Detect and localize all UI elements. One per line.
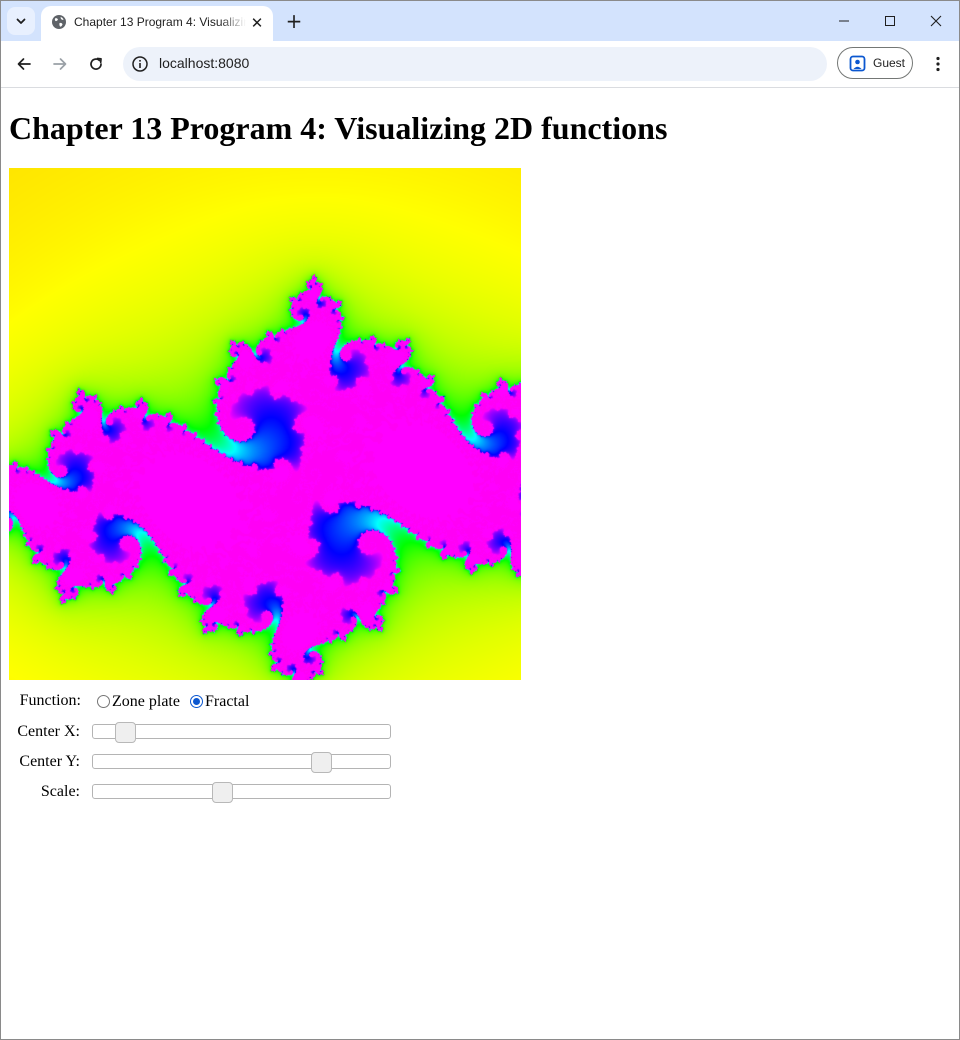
new-tab-button[interactable]: + [285,9,303,33]
scale-slider[interactable] [92,782,391,803]
tab-strip: Chapter 13 Program 4: Visualizing 2D fun… [1,1,959,41]
center-x-slider-thumb[interactable] [115,722,136,743]
browser-menu-button[interactable] [927,50,949,78]
active-tab[interactable]: Chapter 13 Program 4: Visualizing 2D fun… [41,6,273,41]
forward-button[interactable] [46,50,74,78]
scale-label: Scale: [40,783,80,800]
url-text[interactable]: localhost:8080 [159,55,250,71]
center-x-label: Center X: [17,723,80,740]
tab-title: Chapter 13 Program 4: Visualizing 2D fun… [74,15,246,29]
address-bar[interactable]: localhost:8080 [123,47,827,81]
center-x-slider[interactable] [92,722,391,743]
globe-icon [52,15,66,29]
radio-fractal[interactable] [190,695,203,708]
scale-slider-thumb[interactable] [212,782,233,803]
page-title: Chapter 13 Program 4: Visualizing 2D fun… [9,110,668,146]
function-label: Function: [19,692,81,709]
maximize-button[interactable] [867,1,913,41]
browser-toolbar: localhost:8080 Guest [1,41,959,88]
info-icon[interactable] [131,55,149,73]
page-content: Chapter 13 Program 4: Visualizing 2D fun… [1,88,959,1039]
reload-button[interactable] [82,50,110,78]
center-y-slider-thumb[interactable] [311,752,332,773]
zone-plate-label[interactable]: Zone plate [112,693,180,710]
profile-label: Guest [873,56,906,70]
back-button[interactable] [10,50,38,78]
center-y-slider[interactable] [92,752,391,773]
chevron-down-icon [16,18,26,24]
close-icon [930,15,942,27]
arrow-right-icon [53,58,67,70]
reload-icon [90,57,102,70]
arrow-left-icon [17,58,31,70]
profile-button[interactable]: Guest [837,47,913,79]
center-y-label: Center Y: [19,753,80,770]
kebab-menu-icon [936,56,940,72]
minimize-icon [839,20,849,22]
maximize-icon [885,16,895,26]
profile-icon [849,55,866,72]
fractal-label[interactable]: Fractal [205,693,250,710]
fractal-canvas [9,168,521,680]
minimize-button[interactable] [821,1,867,41]
tab-close-button[interactable]: ✕ [250,14,264,32]
radio-zone-plate[interactable] [97,695,110,708]
tab-search-button[interactable] [7,7,35,35]
close-window-button[interactable] [913,1,959,41]
